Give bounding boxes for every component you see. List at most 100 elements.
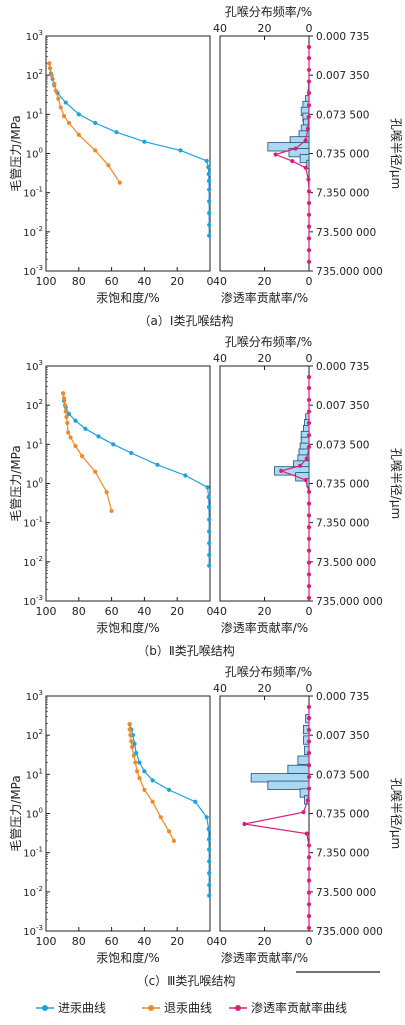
left-y-tick-label: 101 <box>26 107 43 121</box>
legend-label: 进汞曲线 <box>58 1001 106 1015</box>
right-y-tick-label: 0.073 500 <box>316 109 369 121</box>
permeability-point <box>306 200 312 206</box>
withdrawal-point <box>129 739 134 744</box>
permeability-point <box>306 525 312 530</box>
withdrawal-point <box>104 490 109 495</box>
right-y-tick-label: 73.500 000 <box>316 557 376 569</box>
permeability-point <box>306 750 312 756</box>
permeability-point <box>303 138 308 143</box>
permeability-point <box>306 501 312 506</box>
left-x-tick-label: 60 <box>105 605 119 618</box>
intrusion-point <box>207 563 212 568</box>
left-x-tick-label: 0 <box>207 275 214 288</box>
withdrawal-point <box>61 391 66 396</box>
left-x-axis-label: 汞饱和度/% <box>96 620 159 635</box>
right-y-tick-label: 0.735 000 <box>316 149 369 161</box>
right-y-tick-label: 73.500 000 <box>316 227 376 239</box>
left-y-axis-label: 毛管压力/MPa <box>8 775 23 851</box>
right-y-axis-label: 孔喉半径/μm <box>389 448 403 519</box>
permeability-point <box>306 248 312 253</box>
right-bottom-tick-label: 40 <box>213 275 227 288</box>
left-y-tick-label: 10-2 <box>23 225 43 239</box>
left-plot-frame <box>45 365 211 602</box>
left-x-tick-label: 20 <box>170 605 184 618</box>
permeability-point <box>306 925 312 931</box>
intrusion-point <box>166 787 172 793</box>
left-y-tick-label: 100 <box>26 477 43 491</box>
intrusion-point <box>206 164 211 170</box>
permeability-point <box>305 798 310 803</box>
intrusion-point <box>207 893 212 898</box>
permeability-point <box>305 126 310 131</box>
withdrawal-point <box>93 469 98 474</box>
permeability-point <box>306 420 312 426</box>
intrusion-point <box>111 442 116 447</box>
right-top-axis-label: 孔喉分布频率/% <box>225 4 312 19</box>
intrusion-point <box>63 100 68 105</box>
intrusion-point <box>132 741 137 746</box>
intrusion-point <box>204 815 209 820</box>
permeability-point <box>306 548 312 553</box>
permeability-point <box>306 79 312 84</box>
right-y-tick-label: 7.350 000 <box>316 518 369 530</box>
withdrawal-point <box>133 760 138 765</box>
permeability-point <box>306 513 312 518</box>
intrusion-point <box>206 826 211 832</box>
intrusion-point <box>178 148 183 153</box>
permeability-point <box>303 165 308 170</box>
right-bottom-tick-label: 20 <box>258 275 272 288</box>
permeability-point <box>306 739 312 744</box>
right-bottom-tick-label: 20 <box>258 605 272 618</box>
intrusion-point <box>207 541 212 546</box>
right-top-tick-label: 20 <box>258 352 272 365</box>
intrusion-point <box>193 799 198 804</box>
permeability-point <box>298 463 303 468</box>
permeability-point <box>306 489 312 494</box>
left-y-tick-label: 103 <box>26 689 43 703</box>
left-x-tick-label: 80 <box>72 275 86 288</box>
distribution-bar <box>267 780 310 790</box>
permeability-point <box>306 397 312 403</box>
permeability-point <box>306 103 312 108</box>
permeability-point <box>306 90 312 96</box>
left-x-tick-label: 100 <box>36 605 57 618</box>
right-y-tick-label: 0.735 000 <box>316 809 369 821</box>
permeability-point <box>306 866 312 871</box>
right-plot-frame <box>219 365 310 602</box>
intrusion-point <box>142 769 147 774</box>
intrusion-point <box>134 750 139 756</box>
intrusion-point <box>129 450 134 456</box>
left-x-tick-label: 40 <box>137 275 151 288</box>
left-y-tick-label: 10-1 <box>23 186 43 200</box>
right-bottom-tick-label: 0 <box>306 275 313 288</box>
intrusion-point <box>207 222 212 228</box>
intrusion-point <box>204 158 209 163</box>
permeability-point <box>306 914 312 919</box>
withdrawal-point <box>131 753 136 758</box>
permeability-point <box>306 704 312 710</box>
permeability-point <box>306 236 312 241</box>
withdrawal-point <box>62 403 67 408</box>
withdrawal-point <box>61 396 67 401</box>
distribution-bar <box>306 159 310 170</box>
right-y-tick-label: 0.073 500 <box>316 769 369 781</box>
left-x-tick-label: 100 <box>36 275 57 288</box>
right-y-tick-label: 7.350 000 <box>316 188 369 200</box>
permeability-curve-line <box>279 377 310 598</box>
right-bottom-axis-label: 渗透率贡献率/% <box>221 290 308 305</box>
right-y-tick-label: 735.000 000 <box>316 596 383 608</box>
withdrawal-point <box>127 727 132 732</box>
left-x-tick-label: 80 <box>72 605 86 618</box>
permeability-point <box>306 560 312 565</box>
left-x-tick-label: 60 <box>105 275 119 288</box>
intrusion-point <box>183 473 188 478</box>
permeability-point <box>306 572 312 577</box>
permeability-point <box>306 584 312 589</box>
permeability-point <box>306 774 312 780</box>
permeability-point <box>306 843 312 848</box>
right-y-tick-label: 0.073 500 <box>316 439 369 451</box>
withdrawal-point <box>127 722 132 727</box>
